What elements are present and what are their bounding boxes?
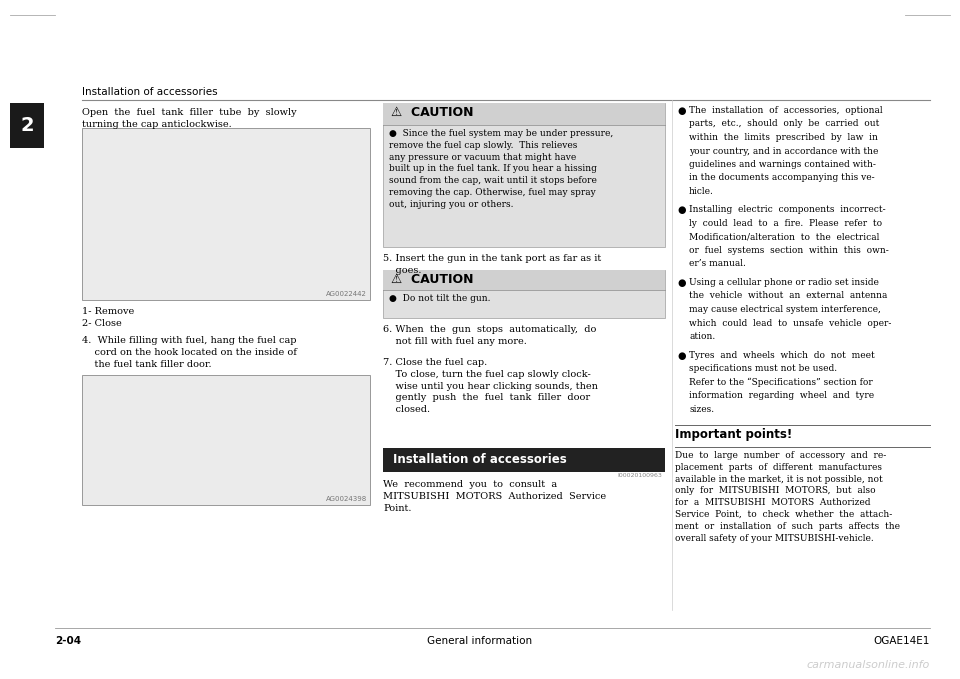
Text: ●: ● [677, 206, 685, 215]
Text: ⚠  CAUTION: ⚠ CAUTION [391, 106, 473, 119]
Text: information  regarding  wheel  and  tyre: information regarding wheel and tyre [689, 391, 875, 400]
Text: er’s manual.: er’s manual. [689, 259, 746, 268]
Bar [383, 270, 665, 318]
Bar [82, 128, 370, 300]
Text: The  installation  of  accessories,  optional: The installation of accessories, optiona… [689, 106, 882, 115]
Text: 6. When  the  gun  stops  automatically,  do
    not fill with fuel any more.: 6. When the gun stops automatically, do … [383, 325, 596, 346]
Text: in the documents accompanying this ve-: in the documents accompanying this ve- [689, 174, 875, 183]
Text: Tyres  and  wheels  which  do  not  meet: Tyres and wheels which do not meet [689, 350, 875, 359]
Text: Installation of accessories: Installation of accessories [82, 87, 218, 97]
Text: 2- Close: 2- Close [82, 319, 122, 328]
Text: guidelines and warnings contained with-: guidelines and warnings contained with- [689, 160, 876, 169]
Bar [82, 375, 370, 505]
Bar [383, 270, 665, 290]
Text: ●: ● [677, 106, 685, 116]
Text: ●: ● [677, 278, 685, 288]
Text: or  fuel  systems  section  within  this  own-: or fuel systems section within this own- [689, 246, 889, 255]
Text: We  recommend  you  to  consult  a
MITSUBISHI  MOTORS  Authorized  Service
Point: We recommend you to consult a MITSUBISHI… [383, 480, 606, 513]
Text: Installing  electric  components  incorrect-: Installing electric components incorrect… [689, 206, 886, 215]
Text: Due  to  large  number  of  accessory  and  re-
placement  parts  of  different : Due to large number of accessory and re-… [675, 451, 900, 543]
Text: ⚠  CAUTION: ⚠ CAUTION [391, 273, 473, 286]
Text: parts,  etc.,  should  only  be  carried  out: parts, etc., should only be carried out [689, 120, 879, 128]
Text: Refer to the “Specifications” section for: Refer to the “Specifications” section fo… [689, 378, 873, 387]
Text: 4.  While filling with fuel, hang the fuel cap
    cord on the hook located on t: 4. While filling with fuel, hang the fue… [82, 336, 297, 369]
Text: AG0024398: AG0024398 [325, 496, 367, 502]
Text: AG0022442: AG0022442 [326, 291, 367, 297]
Text: your country, and in accordance with the: your country, and in accordance with the [689, 147, 878, 155]
Text: 5. Insert the gun in the tank port as far as it
    goes.: 5. Insert the gun in the tank port as fa… [383, 254, 601, 275]
Text: 2: 2 [20, 116, 34, 135]
Bar [383, 448, 665, 472]
Text: which  could  lead  to  unsafe  vehicle  oper-: which could lead to unsafe vehicle oper- [689, 318, 892, 327]
Text: the  vehicle  without  an  external  antenna: the vehicle without an external antenna [689, 291, 887, 301]
Text: ation.: ation. [689, 332, 715, 341]
Text: 1- Remove: 1- Remove [82, 307, 134, 316]
Text: General information: General information [427, 636, 533, 646]
Text: may cause electrical system interference,: may cause electrical system interference… [689, 305, 881, 314]
Bar [10, 103, 44, 148]
Text: 2-04: 2-04 [55, 636, 82, 646]
Text: carmanualsonline.info: carmanualsonline.info [806, 660, 930, 670]
Text: hicle.: hicle. [689, 187, 714, 196]
Text: ●  Do not tilt the gun.: ● Do not tilt the gun. [389, 294, 491, 303]
Text: OGAE14E1: OGAE14E1 [874, 636, 930, 646]
Text: Open  the  fuel  tank  filler  tube  by  slowly
turning the cap anticlockwise.: Open the fuel tank filler tube by slowly… [82, 108, 297, 129]
Text: within  the  limits  prescribed  by  law  in: within the limits prescribed by law in [689, 133, 877, 142]
Text: ●: ● [677, 350, 685, 361]
Text: Using a cellular phone or radio set inside: Using a cellular phone or radio set insi… [689, 278, 878, 287]
Text: ly  could  lead  to  a  fire.  Please  refer  to: ly could lead to a fire. Please refer to [689, 219, 882, 228]
Text: specifications must not be used.: specifications must not be used. [689, 364, 837, 373]
Text: 7. Close the fuel cap.
    To close, turn the fuel cap slowly clock-
    wise un: 7. Close the fuel cap. To close, turn th… [383, 358, 598, 414]
Bar [383, 103, 665, 125]
Bar [383, 103, 665, 247]
Text: ●  Since the fuel system may be under pressure,
remove the fuel cap slowly.  Thi: ● Since the fuel system may be under pre… [389, 129, 613, 209]
Text: I00020100963: I00020100963 [617, 473, 662, 478]
Text: Important points!: Important points! [675, 428, 792, 441]
Text: sizes.: sizes. [689, 405, 714, 414]
Text: Modification/alteration  to  the  electrical: Modification/alteration to the electrica… [689, 232, 879, 242]
Text: Installation of accessories: Installation of accessories [393, 453, 566, 466]
